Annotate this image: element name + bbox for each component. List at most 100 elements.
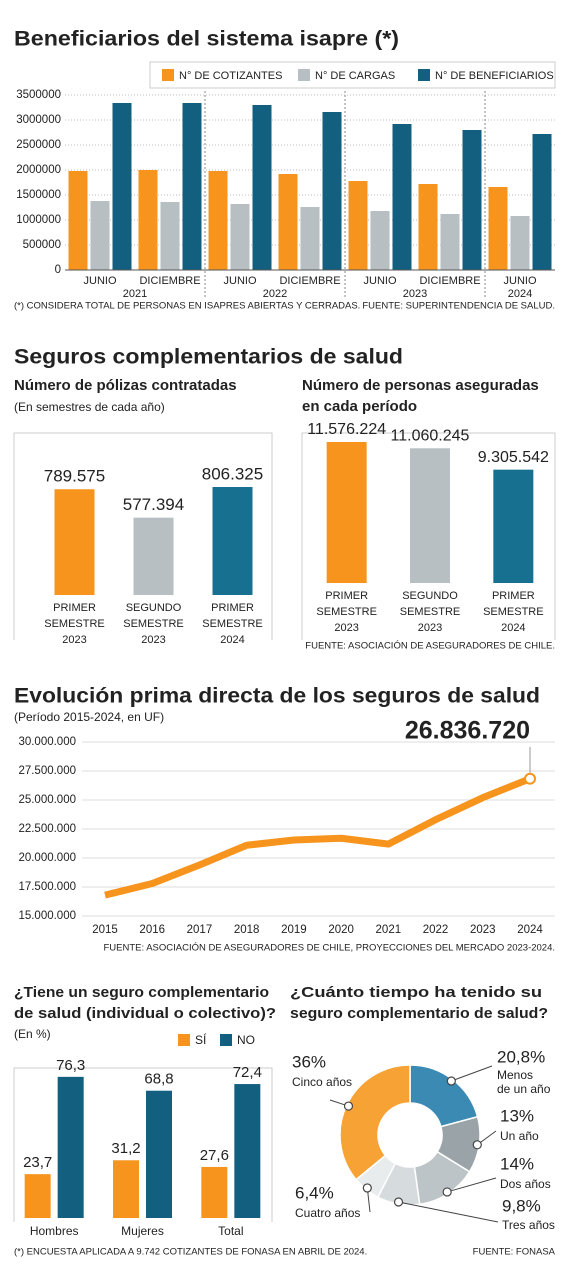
- bar: [160, 202, 180, 270]
- bar: [488, 187, 508, 270]
- legend-label: N° DE CARGAS: [315, 70, 395, 82]
- bar: [112, 103, 132, 270]
- x-tick-label: Total: [218, 1224, 243, 1238]
- x-tick-label: Mujeres: [121, 1224, 164, 1238]
- leader-dot: [442, 1187, 452, 1197]
- text-line: SEGUNDO: [402, 590, 458, 602]
- text-line: PRIMER: [53, 602, 96, 614]
- footnote: (*) CONSIDERA TOTAL DE PERSONAS EN ISAPR…: [14, 301, 360, 312]
- x-tick-label: 2024: [517, 924, 543, 936]
- source: FUENTE: SUPERINTENDENCIA DE SALUD.: [362, 301, 555, 312]
- y-tick-label: 22.500.000: [18, 823, 76, 835]
- legend-swatch: [178, 1034, 190, 1046]
- chart-title: ¿Tiene un seguro complementario: [14, 984, 269, 1001]
- leader-dot: [472, 1140, 482, 1150]
- y-tick-label: 0: [55, 264, 61, 276]
- category-label: Cuatro años: [295, 1206, 360, 1220]
- category-label: Menos de un año: [497, 1068, 551, 1096]
- value-label: 27,6: [200, 1147, 229, 1164]
- leader-dot: [362, 1183, 372, 1193]
- value-label: 13%: [500, 1106, 534, 1125]
- value-label: 36%: [292, 1052, 326, 1071]
- bar: [418, 184, 438, 270]
- bar: [510, 216, 530, 270]
- value-label: 14%: [500, 1154, 534, 1173]
- text-line: PRIMER: [492, 590, 535, 602]
- bar: [146, 1090, 172, 1218]
- text-line: Dos años: [500, 1177, 551, 1191]
- legend-box: [149, 61, 556, 89]
- bar: [24, 1174, 51, 1218]
- bar: [182, 103, 202, 270]
- bar: [322, 112, 342, 270]
- bar: [230, 204, 250, 270]
- text-line: SEMESTRE: [316, 606, 377, 618]
- chart-title: Evolución prima directa de los seguros d…: [14, 685, 540, 708]
- text-line: Cinco años: [292, 1075, 352, 1089]
- y-tick-label: 2500000: [16, 139, 61, 151]
- text-line: SEMESTRE: [202, 618, 263, 630]
- leader-line: [451, 1065, 493, 1082]
- bar: [208, 171, 228, 270]
- bar: [212, 487, 253, 595]
- leader-line: [398, 1201, 499, 1223]
- legend-swatch: [220, 1034, 232, 1046]
- bar: [54, 489, 95, 595]
- x-tick-label: 2020: [328, 924, 354, 936]
- value-label: 11.060.245: [391, 428, 470, 445]
- x-group-label: 2023: [403, 288, 427, 300]
- x-tick-label: 2017: [187, 924, 213, 936]
- donut-slice: [409, 1064, 479, 1128]
- text-line: SEMESTRE: [44, 618, 105, 630]
- chart-subtitle: (En %): [14, 1027, 51, 1041]
- value-label: 806.325: [202, 464, 263, 483]
- x-tick-label: PRIMER SEMESTRE 2024: [483, 590, 544, 634]
- bar: [252, 105, 272, 270]
- legend-swatch: [162, 69, 174, 81]
- bar: [462, 130, 482, 270]
- text-line: Un año: [500, 1129, 539, 1143]
- x-tick-label: PRIMER SEMESTRE 2024: [202, 602, 263, 646]
- chart-title: seguro complementario de salud?: [290, 1005, 548, 1022]
- y-tick-label: 25.000.000: [18, 794, 76, 806]
- value-label: 31,2: [111, 1140, 140, 1157]
- x-group-label: 2022: [263, 288, 287, 300]
- y-tick-label: 17.500.000: [18, 881, 76, 893]
- text-line: de un año: [497, 1082, 551, 1096]
- leader-dot: [393, 1197, 404, 1207]
- bar: [440, 214, 460, 270]
- bar: [57, 1076, 84, 1218]
- bar: [234, 1084, 261, 1218]
- text-line: 2023: [418, 622, 442, 634]
- leader-line: [447, 1177, 497, 1193]
- y-tick-label: 1000000: [16, 214, 61, 226]
- x-tick-label: DICIEMBRE: [419, 275, 480, 287]
- chart-title: en cada período: [302, 398, 417, 415]
- category-label: Un año: [500, 1129, 539, 1143]
- y-tick-label: 20.000.000: [18, 852, 76, 864]
- text-line: 2023: [141, 634, 165, 646]
- x-tick-label: SEGUNDO SEMESTRE 2023: [123, 602, 184, 646]
- value-label: 9,8%: [502, 1196, 541, 1215]
- text-line: PRIMER: [211, 602, 254, 614]
- chart-title: Número de personas aseguradas: [302, 377, 539, 394]
- text-line: 2024: [220, 634, 244, 646]
- bar: [278, 174, 298, 270]
- bar: [138, 170, 158, 270]
- leader-dot: [446, 1076, 456, 1086]
- chart-title: ¿Cuánto tiempo ha tenido su: [290, 984, 542, 1001]
- text-line: PRIMER: [325, 590, 368, 602]
- chart-frame: [301, 432, 556, 640]
- donut-slice: [339, 1064, 411, 1181]
- bar: [68, 171, 88, 270]
- source: FUENTE: ASOCIACIÓN DE ASEGURADORES DE CH…: [103, 943, 555, 954]
- y-tick-label: 2000000: [16, 164, 61, 176]
- leader-dot: [343, 1101, 354, 1111]
- y-tick-label: 500000: [23, 239, 61, 251]
- value-label: 9.305.542: [478, 449, 549, 466]
- x-tick-label: SEGUNDO SEMESTRE 2023: [400, 590, 461, 634]
- bar: [326, 442, 367, 583]
- text-line: 2023: [62, 634, 86, 646]
- x-group-label: 2024: [508, 288, 532, 300]
- legend-label: NO: [237, 1033, 255, 1047]
